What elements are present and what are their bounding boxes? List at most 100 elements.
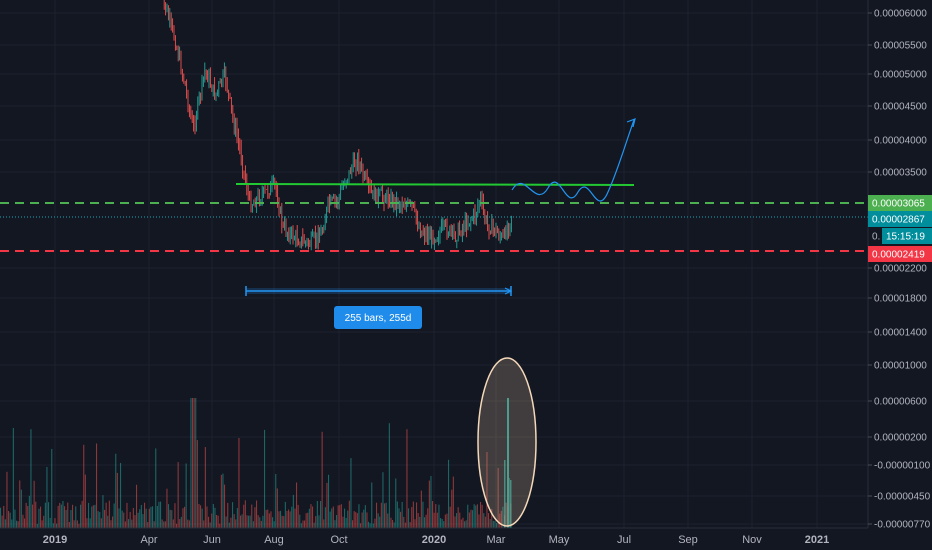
volume-bar [360,523,362,528]
volume-bar [160,501,162,528]
volume-bar [358,504,360,528]
range-top-line[interactable] [235,183,635,186]
date-range-measure[interactable]: 255 bars, 255d [245,286,513,329]
volume-bar [153,521,155,528]
volume-bar [448,459,450,528]
price-tick-label: 0.00006000 [874,9,927,20]
volume-bar [416,502,418,528]
time-axis[interactable]: 2019 Apr Jun Aug Oct 2020 Mar May Jul Sep Nov 2021 [43,534,829,546]
price-tag-prefix: 0. [872,232,880,243]
volume-bar [12,428,14,528]
volume-bar [497,467,499,528]
volume-bar [342,516,344,528]
volume-bar [196,440,198,528]
volume-bar [32,504,34,528]
volume-bar [17,521,19,528]
volume-bar [204,447,206,528]
volume-bar [243,504,245,528]
volume-bar [116,472,118,528]
volume-bar [8,511,10,528]
volume-bar [257,515,259,528]
volume-bar [302,520,304,528]
volume-bar [409,522,411,528]
volume-bar [499,513,501,528]
volume-bar [364,505,366,528]
volume-bar [436,512,438,528]
volume-bar [387,513,389,528]
volume-bar [134,515,136,528]
volume-bar [382,472,384,528]
projection-path[interactable] [511,119,635,202]
volume-bar [427,508,429,528]
volume-highlight-ellipse[interactable] [477,357,537,527]
volume-bar [508,478,510,528]
volume-bar [28,495,30,528]
volume-bar [228,522,230,528]
volume-bar [374,518,376,528]
volume-bar [428,480,430,528]
volume-bar [361,512,363,528]
volume-bar [321,431,323,528]
volume-bar [456,513,458,528]
volume-bar [115,453,117,528]
volume-bar [307,512,309,528]
volume-bar [480,501,482,528]
price-tick-label: 0.00000600 [874,397,927,408]
volume-bar [462,517,464,528]
volume-bar [241,514,243,528]
volume-bar [473,504,475,528]
volume-bar [224,484,226,528]
price-tick-label: -0.00000100 [874,461,931,472]
volume-bar [187,519,189,528]
volume-bar [177,462,179,528]
volume-bar [11,519,13,528]
volume-bar [340,504,342,528]
volume-bar [238,438,240,528]
volume-bar [78,523,80,528]
volume-bar [468,512,470,528]
volume-bar [318,515,320,528]
volume-bar [486,452,488,528]
volume-bar [136,484,138,528]
volume-bar [483,513,485,528]
volume-bar [112,516,114,528]
volume-bar [262,515,264,528]
volume-bar [24,518,26,528]
volume-bar [334,520,336,528]
volume-bar [62,501,64,528]
time-tick-label: Mar [487,534,506,546]
measure-label: 255 bars, 255d [345,313,412,324]
volume-bar [9,512,11,528]
volume-bar [30,429,32,528]
volume-bar [83,444,85,528]
volume-bar [161,519,163,528]
volume-bar [99,512,101,528]
volume-bar [123,512,125,528]
price-tick-label: 0.00000200 [874,433,927,444]
volume-bar [392,520,394,528]
volume-bar [233,514,235,528]
volume-bar [64,506,66,528]
volume-bar [49,517,51,528]
volume-bar [435,504,437,528]
volume-bar [198,504,200,528]
volume-bar [380,502,382,528]
volume-bar [232,502,234,528]
price-tick-label: 0.00005500 [874,41,927,52]
volume-bar [467,504,469,528]
volume-bar [291,506,293,528]
volume-bar [404,522,406,528]
volume-bar [260,520,262,528]
price-tick-label: 0.00001000 [874,361,927,372]
volume-bar [222,473,224,528]
volume-bar [440,518,442,528]
volume-bar [371,482,373,528]
volume-bar [225,516,227,528]
projection-arrow-head [626,118,636,128]
volume-bar [81,500,83,528]
volume-bar [65,510,67,528]
volume-bar [326,482,328,528]
volume-bar [414,519,416,528]
